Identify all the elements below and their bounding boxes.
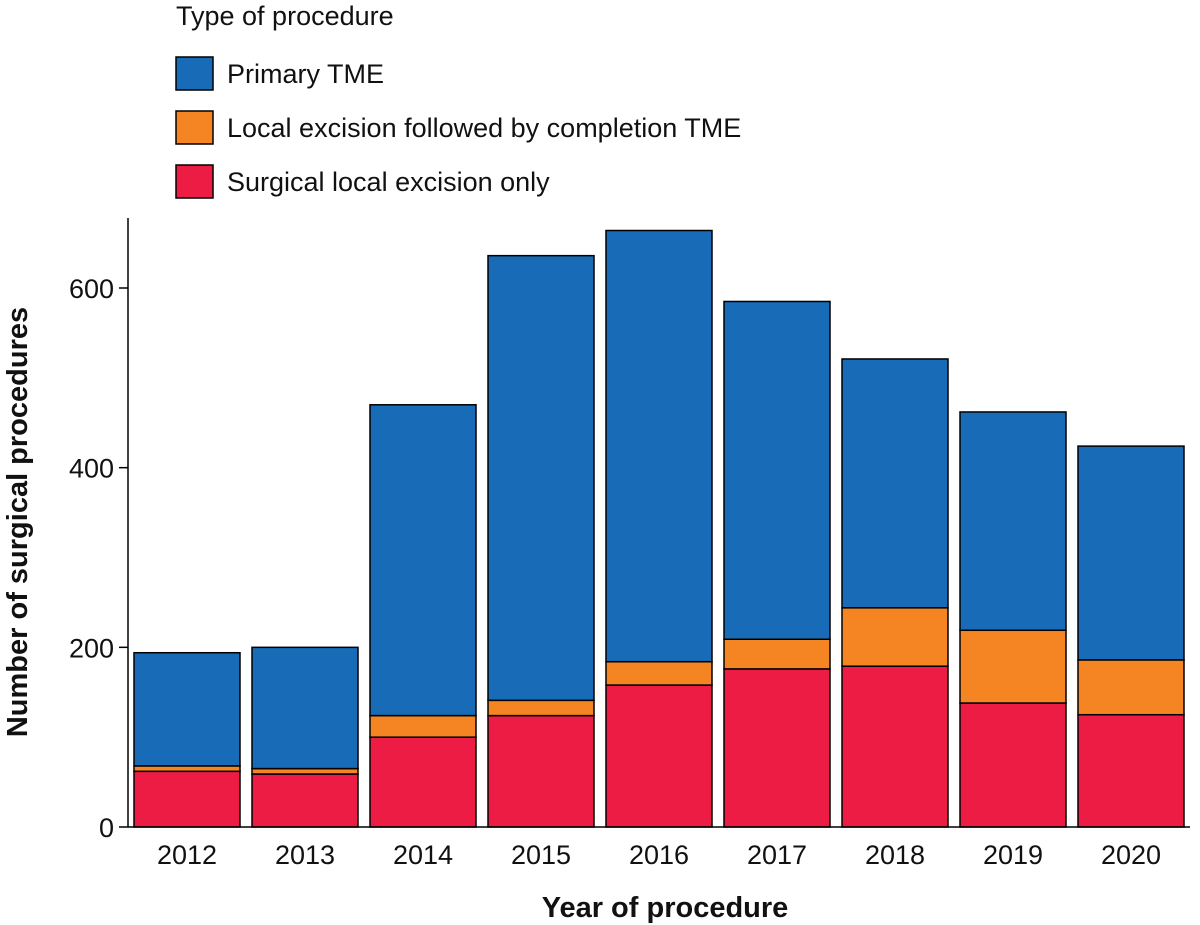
y-tick-label: 600 [69,274,114,304]
x-axis: 2012 2013 2014 2015 2016 2017 2018 2019 2020 [128,826,1190,870]
bar-segment [723,638,831,670]
y-axis-title: Number of surgical procedures [2,307,34,737]
bar-segment [1077,659,1185,716]
y-tick-label: 200 [69,633,114,663]
bar-segment [133,770,241,828]
bar-segment [841,607,949,667]
legend-title: Type of procedure [176,1,394,31]
bar-segment [369,714,477,738]
x-tick-label: 2018 [865,840,925,870]
bar-segment [723,668,831,828]
bar-segment [487,699,595,717]
bar-segment [841,665,949,828]
bar-segment [605,229,713,663]
legend-label: Local excision followed by completion TM… [227,113,741,143]
bar-segment [723,300,831,640]
bar-segment [369,736,477,828]
y-axis: 0 200 400 600 [69,218,129,843]
x-tick-label: 2014 [393,840,453,870]
x-tick-label: 2013 [275,840,335,870]
x-tick-label: 2015 [511,840,571,870]
bar-segment [251,773,359,828]
bar-segment [133,765,241,773]
bar-segment [841,358,949,609]
bar-segment [959,702,1067,828]
bar-segment [605,660,713,686]
bar-group-2016 [605,229,713,828]
legend-swatch [175,110,214,145]
bar-segment [959,411,1067,632]
bar-group-2017 [723,300,831,828]
legend: Type of procedure Primary TME Local excis… [175,1,741,199]
bar-group-2019 [959,411,1067,828]
bar-segment [251,646,359,770]
bar-group-2012 [133,651,241,828]
bar-segment [251,767,359,775]
legend-swatch [175,56,214,91]
bar-segment [369,404,477,717]
y-tick-label: 0 [99,813,114,843]
bar-group-2014 [369,404,477,828]
bar-segment [1077,445,1185,661]
x-tick-label: 2019 [983,840,1043,870]
bar-group-2015 [487,254,595,828]
bar-group-2018 [841,358,949,828]
legend-swatch [175,164,214,199]
bar-segment [487,254,595,702]
x-tick-label: 2020 [1101,840,1161,870]
x-tick-label: 2012 [157,840,217,870]
x-tick-label: 2016 [629,840,689,870]
bar-group-2020 [1077,445,1185,828]
bar-segment [133,651,241,767]
x-tick-label: 2017 [747,840,807,870]
bar-group-2013 [251,646,359,828]
legend-label: Surgical local excision only [227,167,550,197]
legend-label: Primary TME [227,59,384,89]
bar-segment [487,714,595,828]
x-axis-title: Year of procedure [542,892,789,924]
bar-segment [1077,713,1185,828]
bar-segment [605,684,713,828]
bar-segment [959,629,1067,704]
y-tick-label: 400 [69,454,114,484]
bars [133,229,1185,828]
